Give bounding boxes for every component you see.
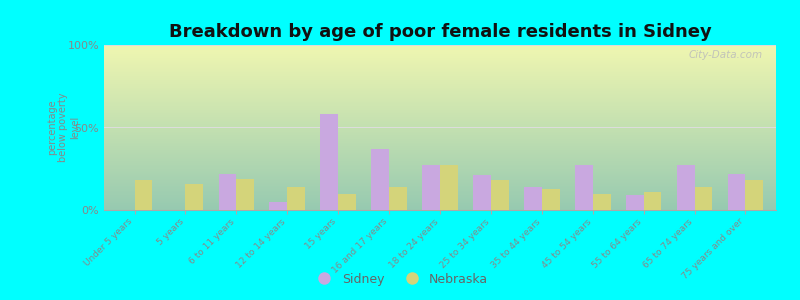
Bar: [746, 180, 763, 210]
Bar: [134, 180, 152, 210]
Bar: [371, 149, 389, 210]
Bar: [287, 187, 305, 210]
Legend: Sidney, Nebraska: Sidney, Nebraska: [306, 268, 494, 291]
Bar: [575, 165, 593, 210]
Bar: [218, 174, 236, 210]
Title: Breakdown by age of poor female residents in Sidney: Breakdown by age of poor female resident…: [169, 23, 711, 41]
Bar: [473, 175, 491, 210]
Bar: [389, 187, 407, 210]
Bar: [236, 178, 254, 210]
Bar: [593, 194, 610, 210]
Bar: [644, 192, 662, 210]
Bar: [694, 187, 712, 210]
Bar: [422, 165, 440, 210]
Bar: [524, 187, 542, 210]
Bar: [338, 194, 356, 210]
Bar: [186, 184, 203, 210]
Bar: [270, 202, 287, 210]
Text: City-Data.com: City-Data.com: [689, 50, 762, 60]
Bar: [491, 180, 509, 210]
Bar: [440, 165, 458, 210]
Bar: [728, 174, 746, 210]
Bar: [542, 188, 560, 210]
Bar: [320, 114, 338, 210]
Bar: [677, 165, 694, 210]
Y-axis label: percentage
below poverty
level: percentage below poverty level: [46, 93, 80, 162]
Bar: [626, 195, 644, 210]
